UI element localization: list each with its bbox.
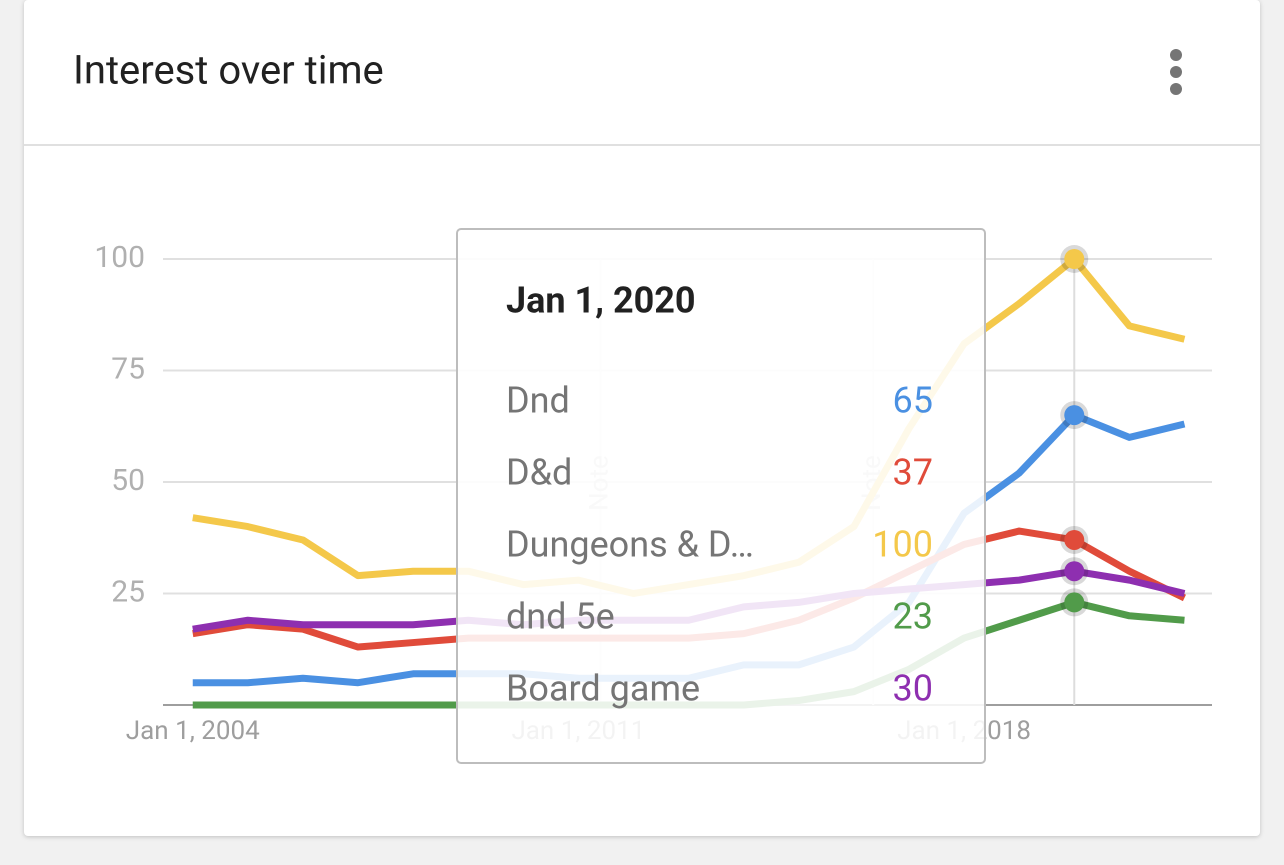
y-tick-label: 75 — [111, 351, 145, 386]
tooltip-value: 23 — [893, 596, 933, 638]
y-tick-label: 100 — [94, 240, 145, 275]
tooltip-value: 65 — [893, 380, 933, 422]
tooltip — [456, 228, 986, 764]
tooltip-title: Jan 1, 2020 — [506, 280, 696, 322]
more-menu[interactable] — [1170, 49, 1182, 95]
y-tick-label: 25 — [111, 574, 145, 609]
tooltip-series-name: D&d — [506, 452, 572, 494]
tooltip-value: 30 — [893, 668, 933, 710]
hover-point — [1064, 529, 1085, 550]
tooltip-value: 37 — [893, 452, 933, 494]
tooltip-series-name: Dungeons & D… — [506, 524, 754, 566]
hover-point — [1064, 249, 1085, 269]
tooltip-series-name: Board game — [506, 668, 700, 710]
tooltip-series-name: dnd 5e — [506, 596, 615, 638]
card-title: Interest over time — [73, 47, 384, 94]
tooltip-series-name: Dnd — [506, 380, 570, 422]
tooltip-value: 100 — [872, 524, 933, 566]
hover-point — [1064, 592, 1085, 613]
y-tick-label: 50 — [111, 463, 145, 498]
hover-point — [1064, 405, 1085, 426]
x-tick-label: Jan 1, 2004 — [126, 716, 260, 746]
hover-point — [1064, 561, 1085, 582]
